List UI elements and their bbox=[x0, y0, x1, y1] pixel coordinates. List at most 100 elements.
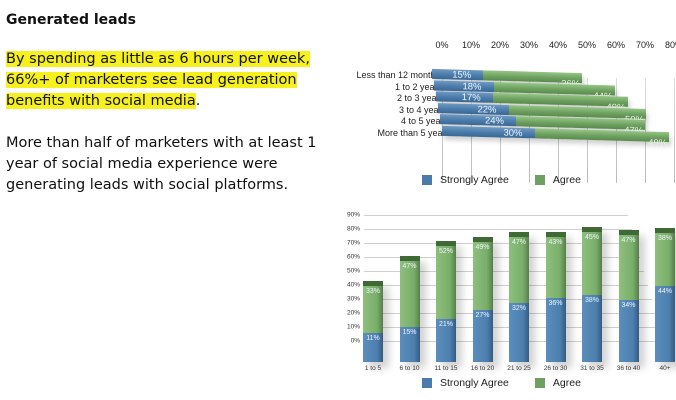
value-label: 49% bbox=[648, 137, 668, 149]
x-category-label: 26 to 30 bbox=[543, 365, 568, 372]
x-tick-label: 50% bbox=[577, 40, 597, 50]
segment-strongly-agree: 36% bbox=[545, 297, 566, 362]
text-panel: Generated leads By spending as little as… bbox=[6, 12, 326, 196]
legend-swatch-blue bbox=[422, 175, 432, 185]
value-label: 47% bbox=[621, 236, 636, 244]
x-category-label: 31 to 35 bbox=[580, 365, 604, 372]
bar-columns: 33% 11% 47% 15% 52% 21% 49% 27% 47% 32% 43% 36% 45% 3… bbox=[330, 205, 676, 375]
column-top bbox=[618, 229, 639, 235]
gridline bbox=[364, 243, 636, 244]
gridline bbox=[364, 271, 644, 272]
column-top bbox=[655, 228, 675, 234]
value-label: 47% bbox=[402, 263, 417, 271]
chart-legend: Strongly Agree Agree bbox=[422, 377, 607, 389]
legend-swatch-green bbox=[534, 378, 545, 388]
bar-row: More than 5 years 30% 49% bbox=[330, 125, 676, 149]
value-label: 32% bbox=[511, 305, 526, 313]
x-tick-label: 0% bbox=[435, 40, 449, 50]
segment-agree: 45% bbox=[582, 231, 602, 295]
gridline bbox=[364, 229, 632, 230]
value-label: 15% bbox=[452, 69, 472, 81]
segment-agree: 43% bbox=[545, 237, 566, 298]
value-label: 52% bbox=[438, 247, 453, 255]
legend-swatch-blue bbox=[422, 378, 432, 388]
gridline bbox=[645, 78, 646, 183]
value-label: 47% bbox=[511, 239, 526, 247]
segment-agree: 33% bbox=[363, 286, 383, 333]
y-axis-ticks: 0% 10% 20% 30% 40% 50% 60% 70% 80% 90% bbox=[330, 205, 360, 345]
y-tick-label: 30% bbox=[346, 295, 360, 303]
value-label: 34% bbox=[621, 302, 636, 310]
category-label: 4 to 5 years bbox=[400, 116, 448, 126]
segment-agree: 49% bbox=[534, 127, 670, 149]
x-category-label: 11 to 15 bbox=[434, 365, 458, 372]
stacked-bar: 30% 49% bbox=[442, 125, 670, 149]
value-label: 18% bbox=[462, 80, 482, 93]
stacked-column: 49% 27% bbox=[472, 236, 493, 362]
x-category-label: 16 to 20 bbox=[470, 365, 495, 372]
x-category-label: 40+ bbox=[659, 365, 671, 372]
segment-strongly-agree: 17% bbox=[436, 91, 493, 104]
legend-swatch-green bbox=[534, 175, 545, 185]
x-tick-label: 70% bbox=[635, 40, 655, 50]
gridline bbox=[364, 215, 628, 216]
x-axis-ticks: 0% 10% 20% 30% 40% 50% 60% 70% 80% bbox=[435, 40, 676, 54]
segment-strongly-agree: 38% bbox=[582, 294, 602, 362]
y-tick-label: 70% bbox=[346, 239, 360, 247]
x-tick-label: 20% bbox=[490, 40, 510, 50]
column-top bbox=[472, 236, 493, 242]
section-title: Generated leads bbox=[6, 12, 136, 28]
value-label: 44% bbox=[657, 288, 672, 296]
category-label: 3 to 4 years bbox=[398, 104, 446, 115]
value-label: 43% bbox=[548, 239, 563, 247]
value-label: 22% bbox=[477, 103, 497, 116]
value-label: 36% bbox=[548, 299, 563, 307]
category-label: Less than 12 months bbox=[356, 70, 440, 80]
segment-agree: 49% bbox=[472, 241, 493, 311]
value-label: 21% bbox=[438, 320, 453, 328]
value-label: 33% bbox=[365, 288, 380, 296]
gridline bbox=[364, 257, 640, 258]
highlighted-text: By spending as little as 6 hours per wee… bbox=[6, 51, 310, 109]
x-tick-label: 10% bbox=[461, 40, 481, 50]
x-category-label: 21 to 25 bbox=[507, 365, 531, 372]
value-label: 45% bbox=[584, 233, 599, 241]
stacked-column: 43% 36% bbox=[545, 232, 566, 362]
column-top bbox=[509, 232, 529, 238]
highlighted-paragraph: By spending as little as 6 hours per wee… bbox=[6, 49, 326, 112]
y-tick-label: 60% bbox=[346, 253, 360, 261]
segment-strongly-agree: 22% bbox=[438, 102, 509, 116]
value-label: 30% bbox=[503, 127, 523, 139]
segment-agree: 52% bbox=[436, 245, 456, 319]
segment-strongly-agree: 15% bbox=[432, 68, 484, 81]
body-paragraph: More than half of marketers with at leas… bbox=[6, 135, 317, 193]
value-label: 11% bbox=[366, 334, 380, 342]
category-label: 2 to 3 years bbox=[396, 93, 444, 103]
x-category-label: 6 to 10 bbox=[399, 365, 420, 372]
value-label: 27% bbox=[475, 312, 490, 320]
y-tick-label: 40% bbox=[346, 281, 360, 289]
value-label: 38% bbox=[657, 235, 672, 243]
vertical-stacked-bar-chart: 0% 10% 20% 30% 40% 50% 60% 70% 80% 90% 33% 11% 47% 1… bbox=[330, 205, 676, 400]
value-label: 17% bbox=[461, 92, 481, 104]
y-tick-label: 90% bbox=[346, 211, 360, 219]
value-label: 15% bbox=[402, 328, 417, 336]
column-top bbox=[582, 226, 602, 232]
value-label: 49% bbox=[475, 243, 490, 251]
stacked-column: 52% 21% bbox=[436, 240, 456, 362]
segment-agree: 47% bbox=[399, 261, 420, 327]
segment-strongly-agree: 24% bbox=[440, 114, 516, 127]
chart-legend: Strongly Agree Agree bbox=[422, 174, 607, 186]
segment-strongly-agree: 32% bbox=[509, 303, 529, 362]
column-top bbox=[363, 281, 383, 287]
paragraph-tail: . bbox=[195, 93, 201, 109]
segment-agree: 47% bbox=[618, 234, 639, 301]
segment-strongly-agree: 11% bbox=[363, 332, 383, 362]
stacked-column: 47% 32% bbox=[509, 232, 529, 362]
x-tick-label: 60% bbox=[606, 40, 626, 50]
x-category-label: 1 to 5 bbox=[364, 365, 382, 372]
horizontal-stacked-bar-chart: 0% 10% 20% 30% 40% 50% 60% 70% 80% Less than 12 … bbox=[330, 30, 676, 195]
